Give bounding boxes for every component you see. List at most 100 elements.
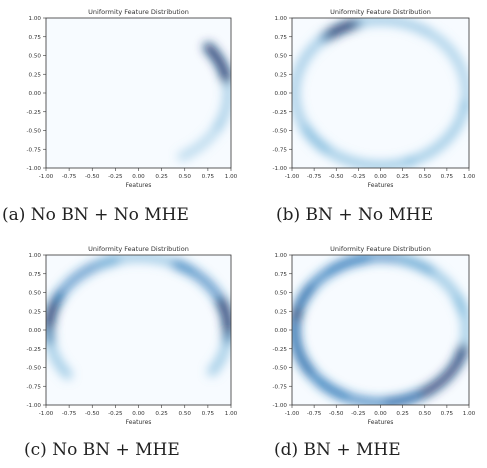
y-tick-label-a-5: -0.25	[27, 110, 42, 116]
panel-b: Uniformity Feature Distribution -1.00 -0.7…	[273, 8, 476, 189]
x-tick-label-a-3: -0.25	[108, 174, 123, 180]
density-arc-b-4	[405, 101, 469, 166]
x-tick-label-a-1: -0.75	[62, 174, 77, 180]
x-tick-label-a-5: 0.25	[155, 174, 168, 180]
x-axis-label-a: Features	[126, 182, 152, 189]
x-tick-label-c-3: -0.25	[108, 411, 123, 417]
y-tick-label-b-6: -0.50	[273, 129, 288, 135]
caption-b: (b) BN + No MHE	[276, 205, 434, 225]
caption-a: (a) No BN + No MHE	[2, 205, 189, 225]
y-tick-label-b-8: -1.00	[273, 166, 288, 172]
x-tick-label-c-1: -0.75	[62, 411, 77, 417]
y-tick-label-b-1: 0.75	[275, 35, 288, 41]
y-tick-label-b-4: 0.00	[275, 91, 288, 97]
x-tick-label-a-0: -1.00	[39, 174, 54, 180]
caption-d: (d) BN + MHE	[274, 440, 401, 460]
y-tick-label-d-5: -0.25	[273, 347, 288, 353]
panel-c: Uniformity Feature Distribution -1.00 -0.7…	[27, 245, 238, 426]
y-tick-label-c-4: 0.00	[29, 328, 42, 334]
density-arc-b-5	[431, 32, 469, 111]
y-tick-label-c-5: -0.25	[27, 347, 42, 353]
x-tick-label-d-1: -0.75	[307, 411, 322, 417]
x-tick-label-a-4: 0.00	[132, 174, 145, 180]
x-tick-label-b-1: -0.75	[307, 174, 322, 180]
x-tick-label-c-5: 0.25	[155, 411, 168, 417]
x-axis-label-c: Features	[126, 419, 152, 426]
x-tick-label-b-3: -0.25	[351, 174, 366, 180]
density-a	[177, 42, 231, 162]
y-tick-label-d-6: -0.50	[273, 366, 288, 372]
y-tick-label-a-6: -0.50	[27, 129, 42, 135]
density-arc-a-1	[214, 80, 231, 130]
x-tick-label-d-3: -0.25	[351, 411, 366, 417]
y-tick-label-c-1: 0.75	[29, 272, 42, 278]
density-arc-b-3	[301, 124, 415, 168]
density-b	[292, 18, 469, 168]
x-tick-label-c-7: 0.75	[202, 411, 215, 417]
x-tick-label-a-7: 0.75	[202, 174, 215, 180]
y-tick-label-d-0: 1.00	[275, 253, 288, 259]
x-tick-label-d-5: 0.25	[396, 411, 409, 417]
y-tick-label-b-5: -0.25	[273, 110, 288, 116]
y-tick-label-c-7: -0.75	[27, 384, 42, 390]
x-tick-label-c-0: -1.00	[39, 411, 54, 417]
y-tick-label-a-7: -0.75	[27, 147, 42, 153]
y-tick-label-d-4: 0.00	[275, 328, 288, 334]
y-tick-label-d-2: 0.50	[275, 291, 288, 297]
density-d	[292, 255, 469, 405]
x-tick-label-c-4: 0.00	[132, 411, 145, 417]
y-tick-label-b-0: 1.00	[275, 16, 288, 22]
x-tick-label-b-2: -0.50	[329, 174, 344, 180]
y-tick-label-c-6: -0.50	[27, 366, 42, 372]
panel-d: Uniformity Feature Distribution -1.00 -0.7…	[273, 245, 476, 426]
x-tick-label-d-2: -0.50	[329, 411, 344, 417]
x-tick-label-d-7: 0.75	[441, 411, 454, 417]
x-tick-label-c-8: 1.00	[225, 411, 238, 417]
x-tick-label-b-7: 0.75	[441, 174, 454, 180]
y-tick-label-a-8: -1.00	[27, 166, 42, 172]
density-arc-c-1	[46, 328, 73, 380]
x-tick-label-a-2: -0.50	[85, 174, 100, 180]
density-arc-d-7	[292, 319, 349, 401]
chart-title-a: Uniformity Feature Distribution	[88, 8, 189, 16]
density-arc-a-2	[177, 123, 222, 162]
chart-title-c: Uniformity Feature Distribution	[88, 245, 189, 253]
y-tick-label-a-0: 1.00	[29, 16, 42, 22]
y-tick-label-b-3: 0.25	[275, 72, 288, 78]
y-tick-label-d-3: 0.25	[275, 309, 288, 315]
caption-c: (c) No BN + MHE	[24, 440, 180, 460]
y-tick-label-b-2: 0.50	[275, 54, 288, 60]
x-tick-label-d-6: 0.50	[419, 411, 432, 417]
y-tick-label-a-4: 0.00	[29, 91, 42, 97]
x-tick-label-b-6: 0.50	[419, 174, 432, 180]
panel-a: Uniformity Feature Distribution -1.00 -0.7…	[27, 8, 238, 189]
y-tick-label-a-1: 0.75	[29, 35, 42, 41]
x-tick-label-d-4: 0.00	[374, 411, 387, 417]
y-tick-label-a-3: 0.25	[29, 72, 42, 78]
y-tick-label-b-7: -0.75	[273, 147, 288, 153]
chart-title-b: Uniformity Feature Distribution	[330, 8, 431, 16]
x-axis-label-b: Features	[368, 182, 394, 189]
x-tick-label-d-8: 1.00	[463, 411, 476, 417]
x-tick-label-c-6: 0.50	[179, 411, 192, 417]
x-tick-label-c-2: -0.50	[85, 411, 100, 417]
y-tick-label-d-8: -1.00	[273, 403, 288, 409]
y-tick-label-c-2: 0.50	[29, 291, 42, 297]
chart-title-d: Uniformity Feature Distribution	[330, 245, 431, 253]
y-tick-label-d-1: 0.75	[275, 272, 288, 278]
y-tick-label-c-8: -1.00	[27, 403, 42, 409]
x-tick-label-b-0: -1.00	[285, 174, 300, 180]
x-tick-label-a-8: 1.00	[225, 174, 238, 180]
density-arc-c-6	[207, 331, 231, 377]
x-tick-label-b-8: 1.00	[463, 174, 476, 180]
x-tick-label-a-6: 0.50	[179, 174, 192, 180]
x-axis-label-d: Features	[368, 419, 394, 426]
density-arc-b-1	[353, 18, 435, 38]
y-tick-label-d-7: -0.75	[273, 384, 288, 390]
y-tick-label-a-2: 0.50	[29, 54, 42, 60]
x-tick-label-b-5: 0.25	[396, 174, 409, 180]
y-tick-label-c-0: 1.00	[29, 253, 42, 259]
y-tick-label-c-3: 0.25	[29, 309, 42, 315]
density-c	[46, 255, 231, 380]
